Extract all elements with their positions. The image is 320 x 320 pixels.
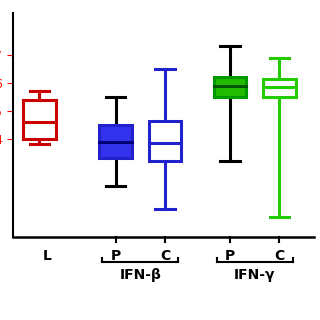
Text: IFN-β: IFN-β	[119, 268, 161, 282]
Bar	[149, 121, 181, 161]
Text: L: L	[43, 249, 52, 263]
Bar	[100, 125, 132, 158]
Text: P: P	[110, 249, 121, 263]
Bar	[23, 100, 56, 139]
Text: C: C	[274, 249, 284, 263]
Bar	[214, 77, 246, 97]
Text: P: P	[225, 249, 235, 263]
Text: IFN-γ: IFN-γ	[234, 268, 275, 282]
Text: C: C	[160, 249, 170, 263]
Bar	[263, 79, 295, 97]
